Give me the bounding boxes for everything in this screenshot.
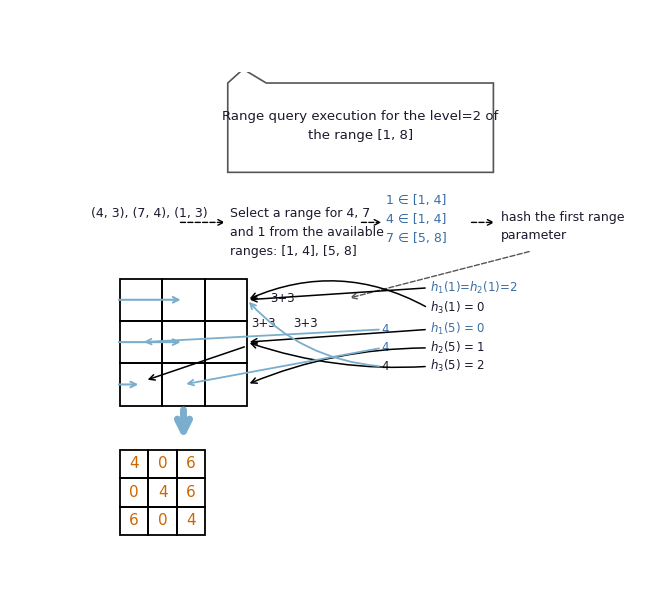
Text: 0: 0 — [158, 514, 167, 529]
Text: 6: 6 — [129, 514, 139, 529]
Bar — [149, 450, 177, 478]
Bar — [177, 450, 205, 478]
Bar — [163, 321, 205, 363]
Text: $h_2$(5) = 1: $h_2$(5) = 1 — [430, 340, 486, 356]
Text: 4: 4 — [382, 341, 389, 355]
Bar — [163, 279, 205, 321]
Text: 0: 0 — [129, 485, 139, 500]
Bar — [205, 279, 247, 321]
Text: 0: 0 — [158, 456, 167, 471]
Text: 4: 4 — [129, 456, 139, 471]
Text: Range query execution for the level=2 of
the range [1, 8]: Range query execution for the level=2 of… — [223, 110, 498, 142]
Text: 3+3: 3+3 — [251, 317, 276, 330]
Bar — [120, 321, 163, 363]
Bar — [177, 478, 205, 506]
Bar — [120, 478, 149, 506]
Bar — [149, 506, 177, 535]
Text: $h_3$(1) = 0: $h_3$(1) = 0 — [430, 300, 486, 316]
Text: 6: 6 — [186, 485, 196, 500]
Text: 4: 4 — [158, 485, 167, 500]
Text: (4, 3), (7, 4), (1, 3): (4, 3), (7, 4), (1, 3) — [92, 206, 208, 220]
Text: 4: 4 — [187, 514, 196, 529]
Text: $h_1$(5) = 0: $h_1$(5) = 0 — [430, 321, 486, 338]
Text: 6: 6 — [186, 456, 196, 471]
Text: 3+3: 3+3 — [293, 317, 318, 330]
Polygon shape — [227, 69, 494, 172]
Text: 1 ∈ [1, 4]
4 ∈ [1, 4]
7 ∈ [5, 8]: 1 ∈ [1, 4] 4 ∈ [1, 4] 7 ∈ [5, 8] — [385, 194, 446, 245]
Bar — [149, 478, 177, 506]
Bar — [120, 363, 163, 406]
Text: Select a range for 4, 7
and 1 from the available
ranges: [1, 4], [5, 8]: Select a range for 4, 7 and 1 from the a… — [230, 207, 384, 258]
Text: $h_1$(1)=$h_2$(1)=2: $h_1$(1)=$h_2$(1)=2 — [430, 280, 518, 296]
Text: hash the first range
parameter: hash the first range parameter — [501, 211, 625, 242]
Bar — [120, 506, 149, 535]
Bar — [205, 363, 247, 406]
Bar — [120, 279, 163, 321]
Bar — [120, 450, 149, 478]
Bar — [163, 363, 205, 406]
Bar — [205, 321, 247, 363]
Text: 4: 4 — [382, 323, 389, 336]
Text: $h_3$(5) = 2: $h_3$(5) = 2 — [430, 358, 486, 374]
Bar — [177, 506, 205, 535]
Text: 3+3: 3+3 — [270, 292, 295, 305]
Text: 4: 4 — [382, 360, 389, 373]
